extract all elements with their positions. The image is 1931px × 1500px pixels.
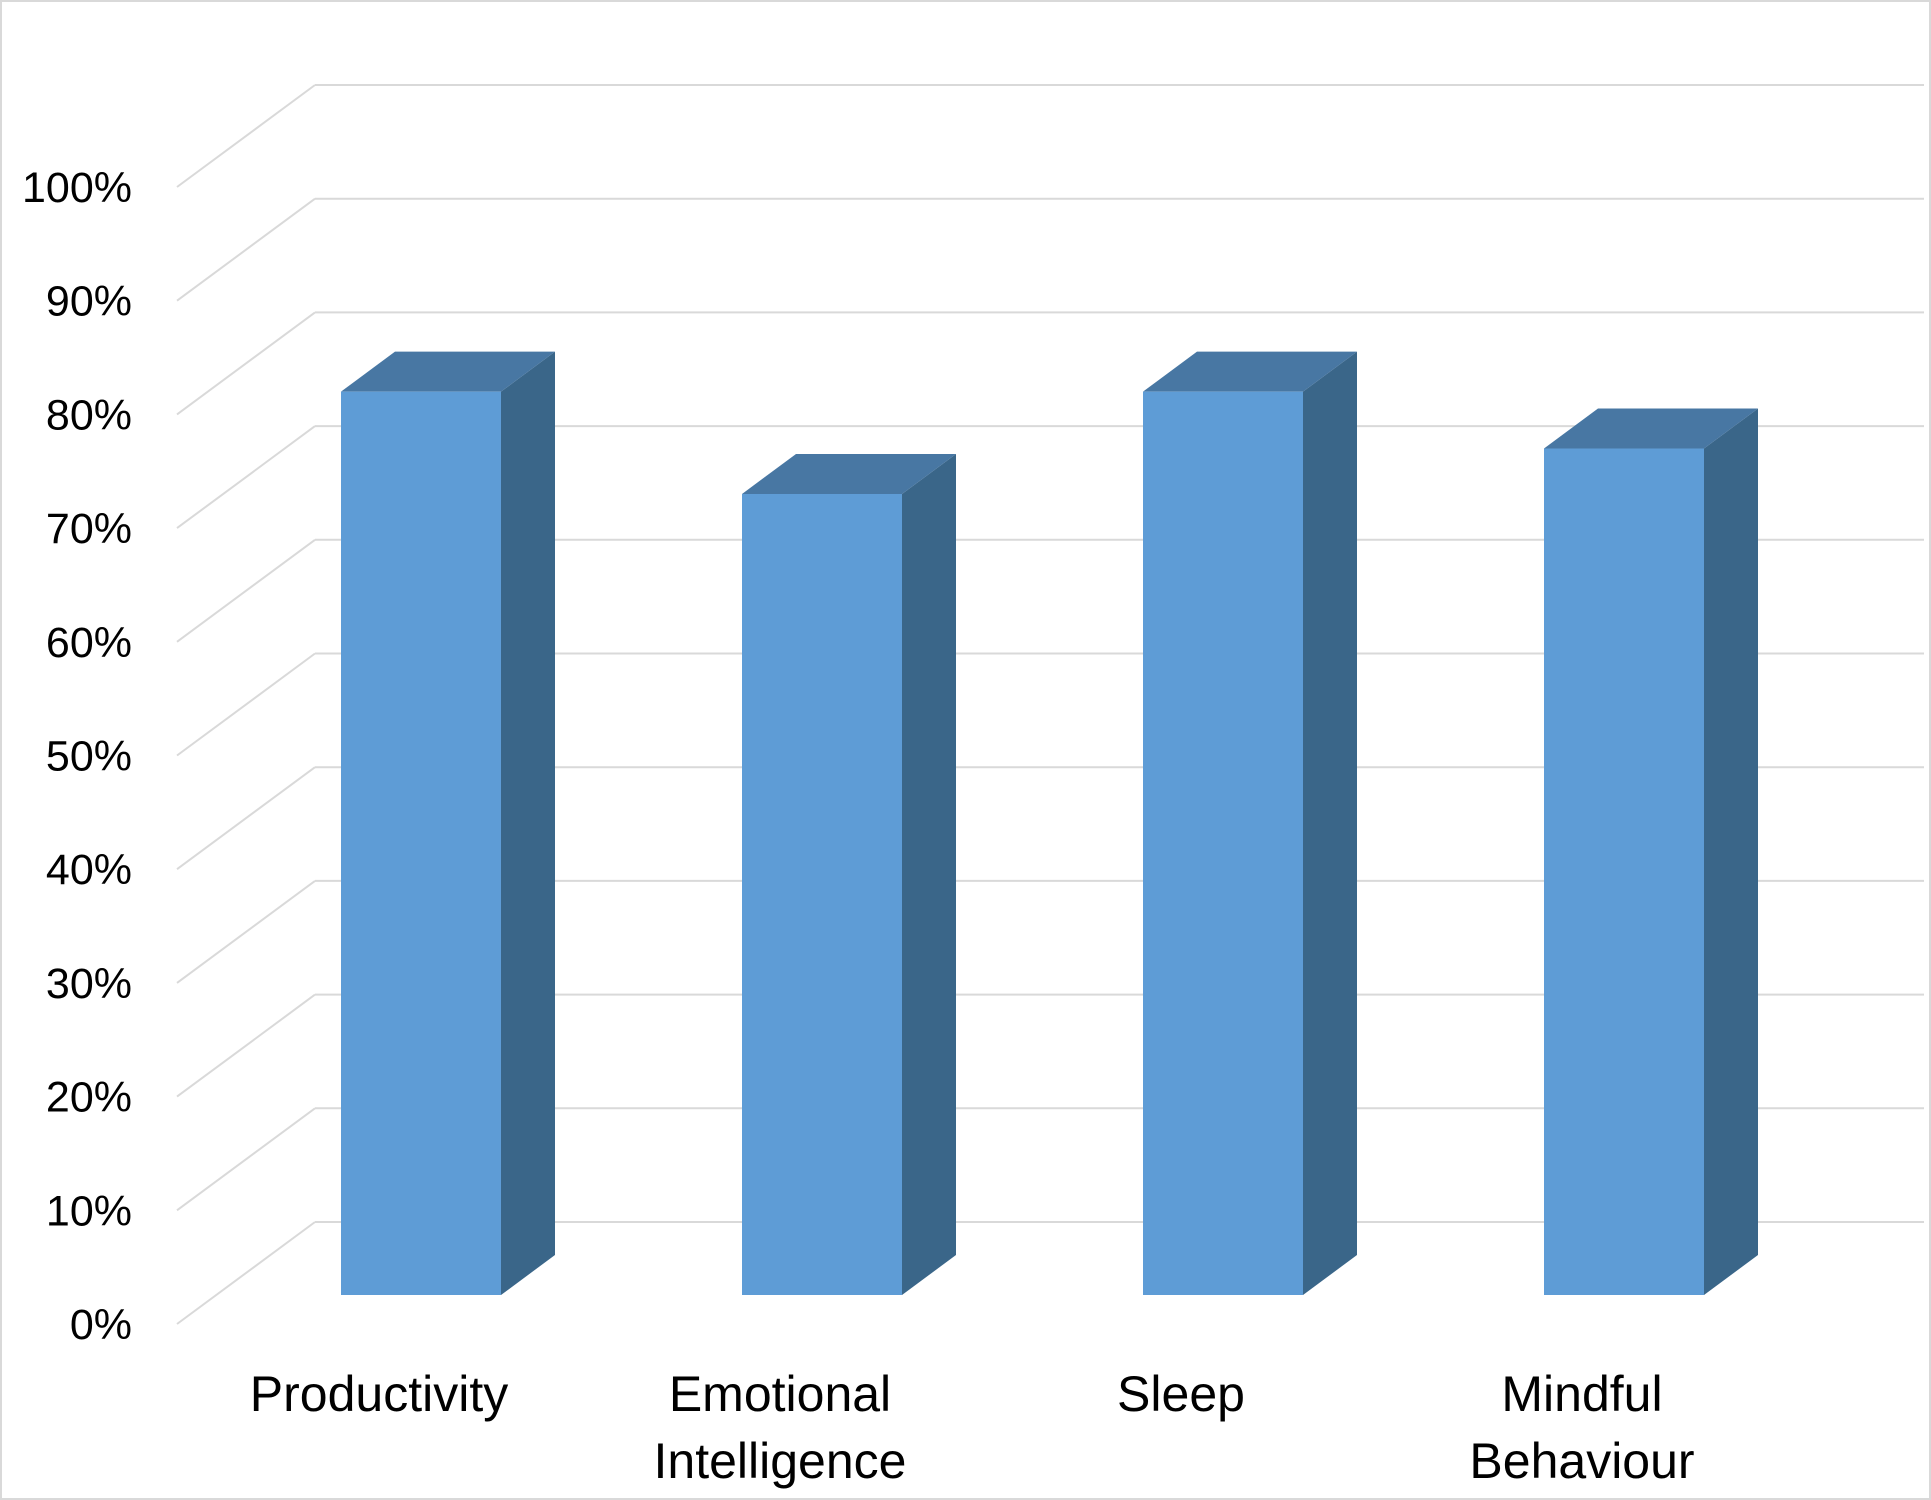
y-tick-label: 70% <box>46 505 132 553</box>
y-tick-label: 60% <box>46 619 132 667</box>
bar-front <box>742 493 902 1295</box>
x-tick-label-line: Behaviour <box>1469 1433 1694 1489</box>
gridline-depth <box>176 425 316 529</box>
bar-top <box>1143 351 1357 392</box>
y-tick-label: 40% <box>46 846 132 894</box>
x-tick-label: Sleep <box>1117 1366 1245 1422</box>
bar <box>1143 351 1357 1295</box>
x-tick-label: Productivity <box>250 1366 508 1422</box>
bar-side <box>1303 351 1357 1295</box>
gridline-depth <box>176 652 316 757</box>
bar-top <box>742 453 956 494</box>
y-tick-label: 80% <box>46 391 132 439</box>
bar <box>341 351 555 1295</box>
bars <box>341 351 1758 1295</box>
y-tick-label: 20% <box>46 1074 132 1122</box>
gridline-depth <box>176 880 316 984</box>
gridline-depth <box>176 538 316 643</box>
y-tick-label: 0% <box>70 1301 132 1349</box>
bar-side <box>902 453 956 1295</box>
y-tick-label: 90% <box>46 278 132 326</box>
x-tick-label-line: Mindful <box>1501 1366 1662 1422</box>
bar-front <box>1544 448 1704 1295</box>
y-tick-label: 10% <box>46 1187 132 1235</box>
y-tick-label: 100% <box>22 164 132 212</box>
x-tick-label-line: Emotional <box>669 1366 891 1422</box>
y-tick-label: 30% <box>46 960 132 1008</box>
gridline-depth <box>176 1221 316 1325</box>
bar-top <box>1544 408 1758 449</box>
x-tick-label-line: Intelligence <box>654 1433 907 1489</box>
bar-front <box>341 391 501 1295</box>
x-axis-labels: Productivity Emotional Intelligence Sleep Mi… <box>250 1366 1695 1489</box>
gridline-depth <box>176 311 316 416</box>
gridline-depth <box>176 84 316 188</box>
y-tick-label: 50% <box>46 733 132 781</box>
x-tick-label-line: Productivity <box>250 1366 508 1422</box>
gridline-depth <box>176 993 316 1098</box>
gridline-depth <box>176 1107 316 1212</box>
x-tick-label-line: Sleep <box>1117 1366 1245 1422</box>
x-tick-label: Emotional Intelligence <box>654 1366 907 1489</box>
bar-top <box>341 351 555 392</box>
y-axis-ticks: 0% 10% 20% 30% 40% 50% 60% 70% 80% 90% 100% <box>22 164 132 1349</box>
bar-side <box>501 351 555 1295</box>
bar-front <box>1143 391 1303 1295</box>
x-tick-label: Mindful Behaviour <box>1469 1366 1694 1489</box>
bar-side <box>1704 408 1758 1295</box>
bar <box>742 453 956 1295</box>
gridline-depth <box>176 197 316 302</box>
bar <box>1544 408 1758 1295</box>
gridline-depth <box>176 766 316 871</box>
